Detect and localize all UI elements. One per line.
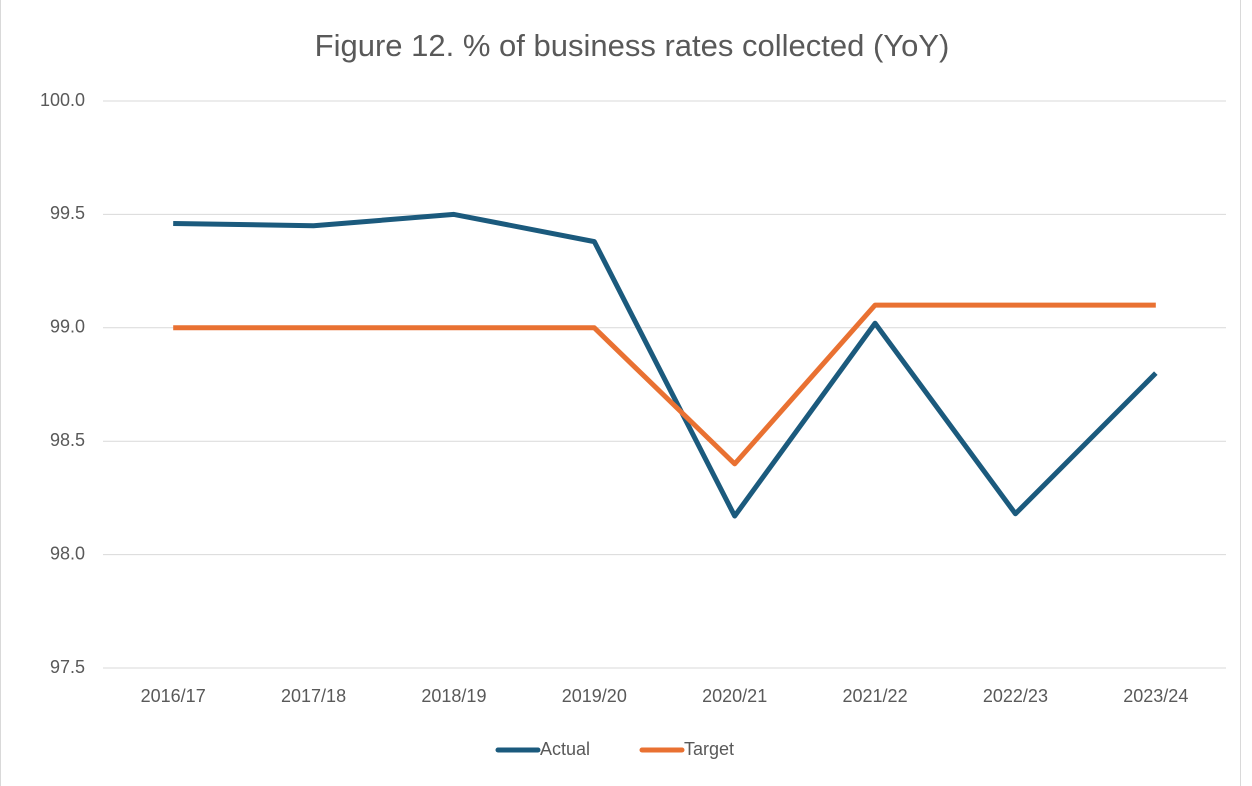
x-tick-label: 2018/19 bbox=[421, 686, 486, 706]
legend-label: Actual bbox=[540, 739, 590, 759]
x-tick-label: 2023/24 bbox=[1123, 686, 1188, 706]
series-line bbox=[173, 211, 1158, 519]
y-tick-label: 100.0 bbox=[40, 90, 85, 110]
x-tick-label: 2016/17 bbox=[141, 686, 206, 706]
chart-title: Figure 12. % of business rates collected… bbox=[315, 28, 950, 63]
x-tick-label: 2021/22 bbox=[843, 686, 908, 706]
series-line bbox=[173, 302, 1156, 467]
x-tick-label: 2020/21 bbox=[702, 686, 767, 706]
y-tick-label: 99.5 bbox=[50, 203, 85, 223]
legend-label: Target bbox=[684, 739, 734, 759]
y-tick-label: 98.0 bbox=[50, 543, 85, 563]
y-tick-label: 97.5 bbox=[50, 657, 85, 677]
x-tick-label: 2022/23 bbox=[983, 686, 1048, 706]
x-tick-label: 2017/18 bbox=[281, 686, 346, 706]
y-tick-label: 99.0 bbox=[50, 317, 85, 337]
y-tick-label: 98.5 bbox=[50, 430, 85, 450]
x-tick-label: 2019/20 bbox=[562, 686, 627, 706]
